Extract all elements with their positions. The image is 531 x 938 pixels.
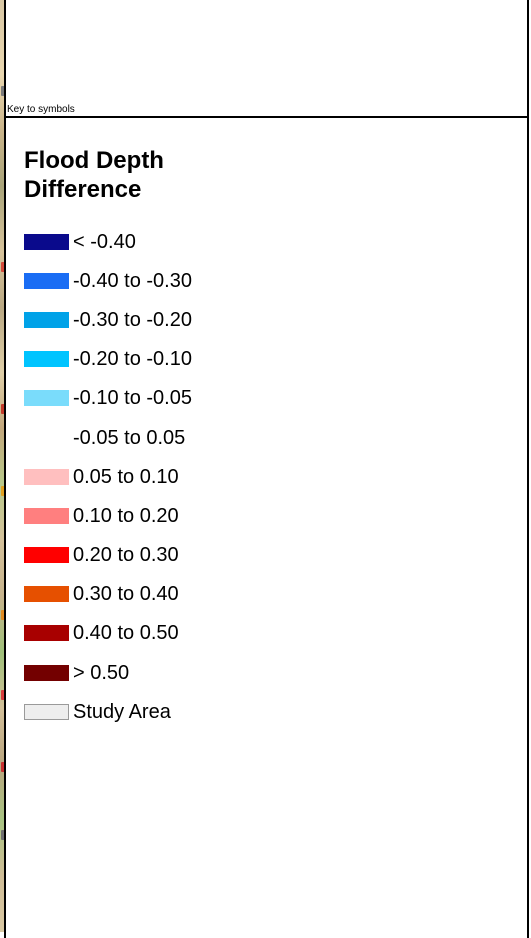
legend-title-line-1: Flood Depth bbox=[24, 147, 164, 174]
map-edge-strip bbox=[0, 0, 6, 932]
legend-item: -0.10 to -0.05 bbox=[24, 379, 192, 418]
map-feature-mark bbox=[1, 262, 5, 272]
legend-item: 0.10 to 0.20 bbox=[24, 496, 192, 535]
legend-item: 0.40 to 0.50 bbox=[24, 614, 192, 653]
legend-item: -0.05 to 0.05 bbox=[24, 418, 192, 457]
legend-item-label: -0.10 to -0.05 bbox=[73, 387, 192, 410]
map-feature-mark bbox=[1, 610, 5, 620]
legend-item: -0.40 to -0.30 bbox=[24, 261, 192, 300]
legend-title: Flood Depth Difference bbox=[24, 146, 164, 204]
legend-item-label: < -0.40 bbox=[73, 230, 136, 253]
legend-swatch bbox=[24, 390, 69, 407]
map-frame-top-panel bbox=[4, 0, 529, 117]
map-feature-mark bbox=[1, 86, 5, 96]
legend-item-label: 0.40 to 0.50 bbox=[73, 622, 179, 645]
legend-item-label: 0.30 to 0.40 bbox=[73, 583, 179, 606]
legend-item-label: Study Area bbox=[73, 700, 171, 723]
legend-swatch bbox=[24, 586, 69, 603]
legend-item-label: 0.05 to 0.10 bbox=[73, 465, 179, 488]
legend-item-label: -0.20 to -0.10 bbox=[73, 348, 192, 371]
legend-item-label: > 0.50 bbox=[73, 661, 130, 684]
legend-item-label: 0.10 to 0.20 bbox=[73, 504, 179, 527]
map-feature-mark bbox=[1, 690, 5, 700]
map-feature-mark bbox=[1, 762, 5, 772]
legend-swatch bbox=[24, 507, 69, 524]
legend-item: < -0.40 bbox=[24, 222, 192, 261]
map-feature-mark bbox=[1, 486, 5, 496]
legend-swatch bbox=[24, 351, 69, 368]
map-feature-mark bbox=[1, 404, 5, 414]
legend-swatch bbox=[24, 429, 69, 446]
legend-swatch bbox=[24, 625, 69, 642]
legend-swatch bbox=[24, 272, 69, 289]
legend-item-label: -0.40 to -0.30 bbox=[73, 269, 192, 292]
legend-swatch bbox=[24, 664, 69, 681]
legend-item-label: -0.30 to -0.20 bbox=[73, 308, 192, 331]
key-to-symbols-label: Key to symbols bbox=[7, 104, 75, 115]
map-feature-mark bbox=[1, 830, 5, 840]
legend-item: Study Area bbox=[24, 692, 192, 731]
legend-item: -0.20 to -0.10 bbox=[24, 340, 192, 379]
legend-item: 0.30 to 0.40 bbox=[24, 575, 192, 614]
legend-item: -0.30 to -0.20 bbox=[24, 300, 192, 339]
legend-item-label: -0.05 to 0.05 bbox=[73, 426, 186, 449]
legend-items: < -0.40 -0.40 to -0.30 -0.30 to -0.20 -0.20… bbox=[24, 222, 192, 731]
legend-item-label: 0.20 to 0.30 bbox=[73, 544, 179, 567]
legend-swatch bbox=[24, 311, 69, 328]
legend-item: 0.05 to 0.10 bbox=[24, 457, 192, 496]
legend-title-line-2: Difference bbox=[24, 176, 142, 203]
legend-swatch bbox=[24, 703, 69, 720]
legend-item: > 0.50 bbox=[24, 653, 192, 692]
legend-swatch bbox=[24, 233, 69, 250]
legend-swatch bbox=[24, 547, 69, 564]
legend-panel: Flood Depth Difference < -0.40 -0.40 to -… bbox=[4, 116, 529, 938]
legend-swatch bbox=[24, 468, 69, 485]
legend-item: 0.20 to 0.30 bbox=[24, 536, 192, 575]
